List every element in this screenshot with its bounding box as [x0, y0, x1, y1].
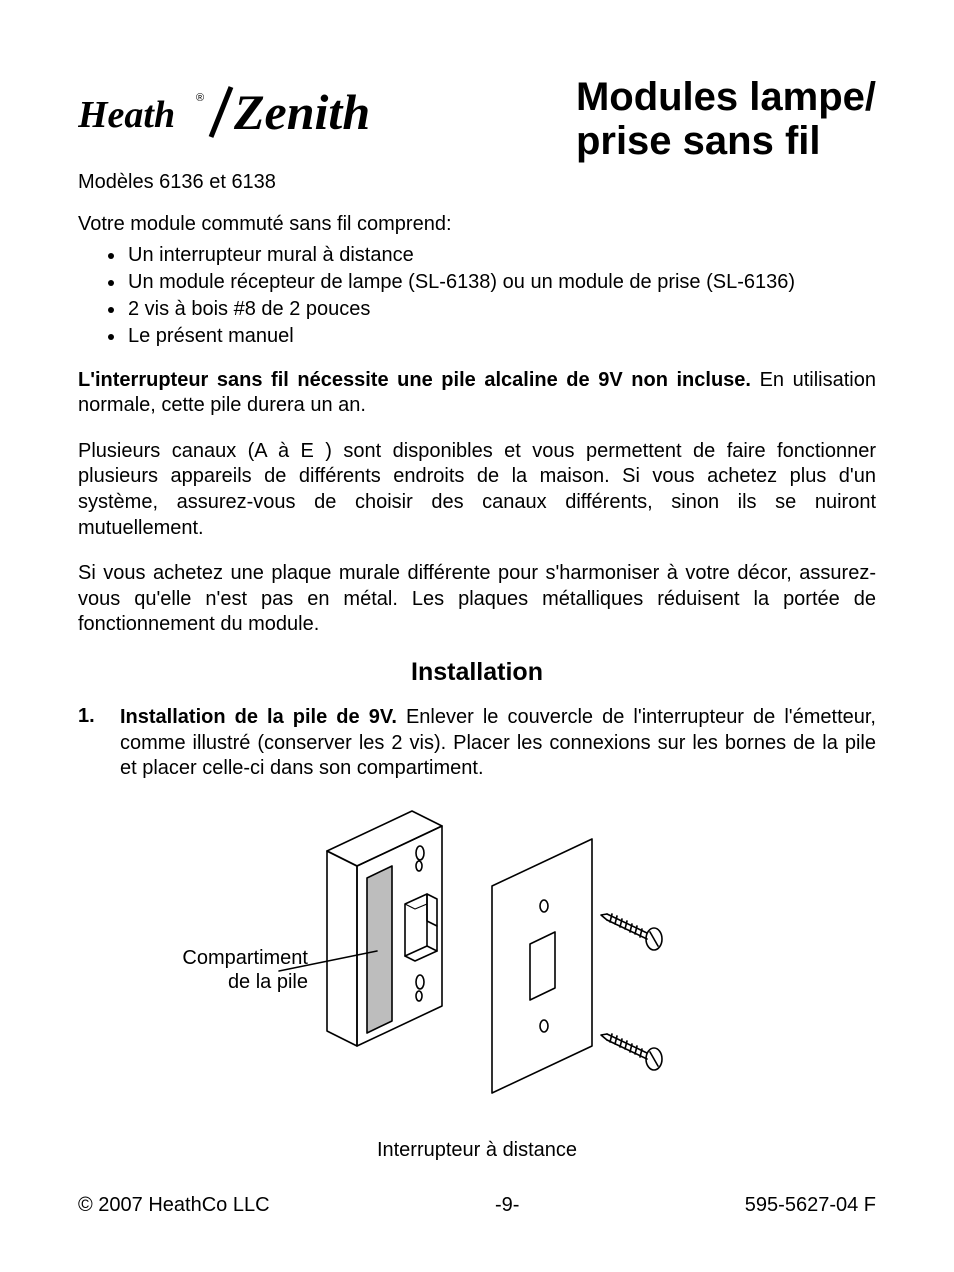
battery-bold: L'interrupteur sans fil nécessite une pi…	[78, 369, 751, 391]
diagram-caption: Interrupteur à distance	[78, 1139, 876, 1162]
document-title: Modules lampe/ prise sans fil	[576, 75, 876, 163]
mounting-screw-top	[601, 914, 662, 950]
compartment-label-line1: Compartiment	[182, 947, 308, 969]
step-1-bold: Installation de la pile de 9V.	[120, 706, 397, 728]
footer-doc-id: 595-5627-04 F	[745, 1194, 876, 1217]
rocker-switch	[405, 894, 437, 961]
footer-page-number: -9-	[495, 1194, 519, 1217]
cover-plate	[492, 839, 592, 1093]
svg-text:®: ®	[196, 92, 204, 104]
mounting-screw-bottom	[601, 1034, 662, 1070]
screw-hole-top-inner	[416, 861, 422, 871]
list-item: Un interrupteur mural à distance	[126, 242, 876, 269]
svg-text:Heath: Heath	[78, 94, 175, 136]
page-footer: © 2007 HeathCo LLC -9- 595-5627-04 F	[78, 1194, 876, 1217]
screw-hole-bottom	[416, 975, 424, 989]
title-line-2: prise sans fil	[576, 119, 821, 163]
brand-logo: Heath ® Zenith	[78, 75, 428, 145]
list-item: Le présent manuel	[126, 323, 876, 350]
channels-paragraph: Plusieurs canaux (A à E ) sont disponibl…	[78, 439, 876, 541]
step-number: 1.	[78, 705, 120, 782]
intro-lead: Votre module commuté sans fil comprend:	[78, 212, 876, 238]
screw-hole-top	[416, 846, 424, 860]
step-content: Installation de la pile de 9V. Enlever l…	[120, 705, 876, 782]
heath-zenith-logo-svg: Heath ® Zenith	[78, 83, 428, 145]
installation-heading: Installation	[78, 658, 876, 687]
title-line-1: Modules lampe/	[576, 75, 876, 119]
wallplate-paragraph: Si vous achetez une plaque murale différ…	[78, 561, 876, 638]
step-1: 1. Installation de la pile de 9V. Enleve…	[78, 705, 876, 782]
svg-text:Zenith: Zenith	[233, 84, 370, 140]
list-item: 2 vis à bois #8 de 2 pouces	[126, 296, 876, 323]
screw-hole-bottom-inner	[416, 991, 422, 1001]
footer-copyright: © 2007 HeathCo LLC	[78, 1194, 270, 1217]
diagram-container: Compartiment de la pile	[78, 796, 876, 1162]
compartment-label: Compartiment de la pile	[128, 946, 308, 994]
models-line: Modèles 6136 et 6138	[78, 171, 876, 194]
battery-paragraph: L'interrupteur sans fil nécessite une pi…	[78, 368, 876, 419]
compartment-label-line2: de la pile	[228, 971, 308, 993]
list-item: Un module récepteur de lampe (SL-6138) o…	[126, 269, 876, 296]
battery-compartment	[367, 866, 392, 1033]
contents-list: Un interrupteur mural à distance Un modu…	[78, 242, 876, 350]
